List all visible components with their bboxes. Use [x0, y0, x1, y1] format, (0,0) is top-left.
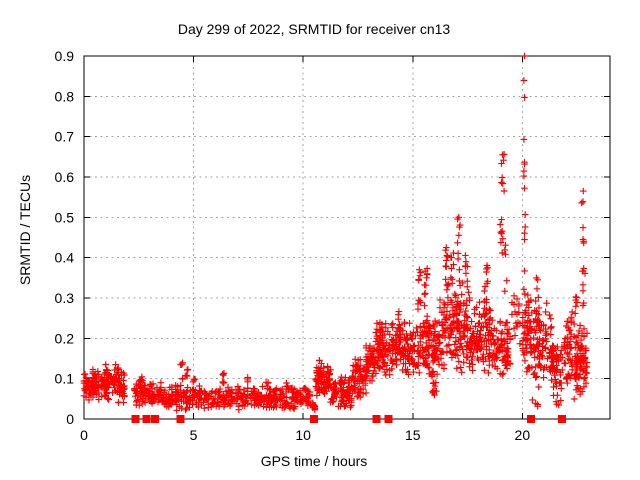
- axis-square-marker: [131, 415, 140, 423]
- y-tick-label: 0.9: [55, 48, 75, 64]
- y-tick-label: 0.2: [55, 330, 75, 346]
- scatter-points: [80, 52, 591, 414]
- x-tick-label: 5: [190, 427, 198, 443]
- y-tick-label: 0.1: [55, 371, 75, 387]
- x-tick-labels: 0 5 10 15 20: [80, 427, 530, 443]
- y-tick-labels: 0 0.1 0.2 0.3 0.4 0.5 0.6 0.7 0.8 0.9: [55, 48, 75, 427]
- axis-square-marker: [142, 415, 151, 423]
- y-tick-label: 0.3: [55, 290, 75, 306]
- x-tick-label: 15: [405, 427, 421, 443]
- grid-lines: [84, 56, 610, 419]
- chart-title: Day 299 of 2022, SRMTID for receiver cn1…: [178, 21, 451, 37]
- y-tick-label: 0.7: [55, 129, 75, 145]
- plot-border: [83, 55, 611, 420]
- y-tick-label: 0.8: [55, 88, 75, 104]
- axis-square-marker: [384, 415, 393, 423]
- baseline-square-markers: [131, 415, 566, 423]
- x-axis-label: GPS time / hours: [261, 453, 368, 469]
- y-tick-label: 0.5: [55, 209, 75, 225]
- axis-square-marker: [372, 415, 381, 423]
- x-tick-label: 20: [515, 427, 531, 443]
- y-tick-label: 0.6: [55, 169, 75, 185]
- srmtid-point-markers: [80, 52, 591, 414]
- axis-square-marker: [527, 415, 536, 423]
- axis-square-marker: [310, 415, 319, 423]
- y-tick-label: 0: [66, 411, 74, 427]
- axis-square-marker: [151, 415, 160, 423]
- plot-border-and-ticks: [83, 55, 611, 420]
- axis-square-marker: [176, 415, 185, 423]
- axis-square-marker: [557, 415, 566, 423]
- y-tick-label: 0.4: [55, 250, 75, 266]
- y-axis-label: SRMTID / TECUs: [17, 175, 33, 285]
- x-tick-label: 10: [295, 427, 311, 443]
- x-tick-label: 0: [80, 427, 88, 443]
